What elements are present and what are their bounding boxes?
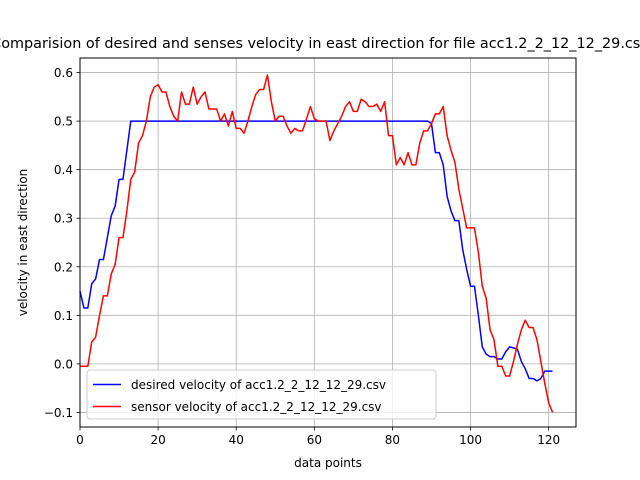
- plot-area: 0 20 40 60 80 100 120 −0.1 0.0 0.1 0.2 0.3 0.4 0.5 0.6: [44, 57, 577, 447]
- plot-frame: [79, 57, 577, 428]
- x-tick-label: 80: [385, 433, 400, 447]
- legend-label-desired: desired velocity of acc1.2_2_12_12_29.cs…: [131, 378, 386, 392]
- series-line-desired: [79, 120, 553, 382]
- x-tick-label: 100: [459, 433, 482, 447]
- y-tick-label: 0.2: [54, 260, 73, 274]
- legend-label-sensor: sensor velocity of acc1.2_2_12_12_29.csv: [131, 400, 382, 414]
- x-axis-label: data points: [294, 456, 362, 470]
- plot-background: [80, 58, 576, 427]
- y-tick-label: 0.3: [54, 212, 73, 226]
- series-line-sensor: [80, 74, 554, 413]
- y-tick-label: 0.0: [54, 357, 73, 371]
- y-tick-label: 0.1: [54, 309, 73, 323]
- x-tick-label: 120: [537, 433, 560, 447]
- y-tick-label: 0.4: [54, 163, 73, 177]
- x-tick-label: 20: [150, 433, 165, 447]
- y-tick-label: 0.6: [54, 66, 73, 80]
- y-axis-label: velocity in east direction: [16, 169, 30, 317]
- legend-box: [86, 369, 437, 420]
- series-layer: [79, 74, 554, 413]
- x-tick-label: 60: [307, 433, 322, 447]
- chart-title: Comparision of desired and senses veloci…: [0, 36, 640, 52]
- tick-layer: 0 20 40 60 80 100 120 −0.1 0.0 0.1 0.2 0.3 0.4 0.5 0.6: [44, 66, 560, 447]
- y-tick-label: −0.1: [44, 406, 73, 420]
- x-tick-label: 0: [76, 433, 84, 447]
- legend: desired velocity of acc1.2_2_12_12_29.cs…: [86, 369, 437, 420]
- x-tick-label: 40: [229, 433, 244, 447]
- y-tick-label: 0.5: [54, 115, 73, 129]
